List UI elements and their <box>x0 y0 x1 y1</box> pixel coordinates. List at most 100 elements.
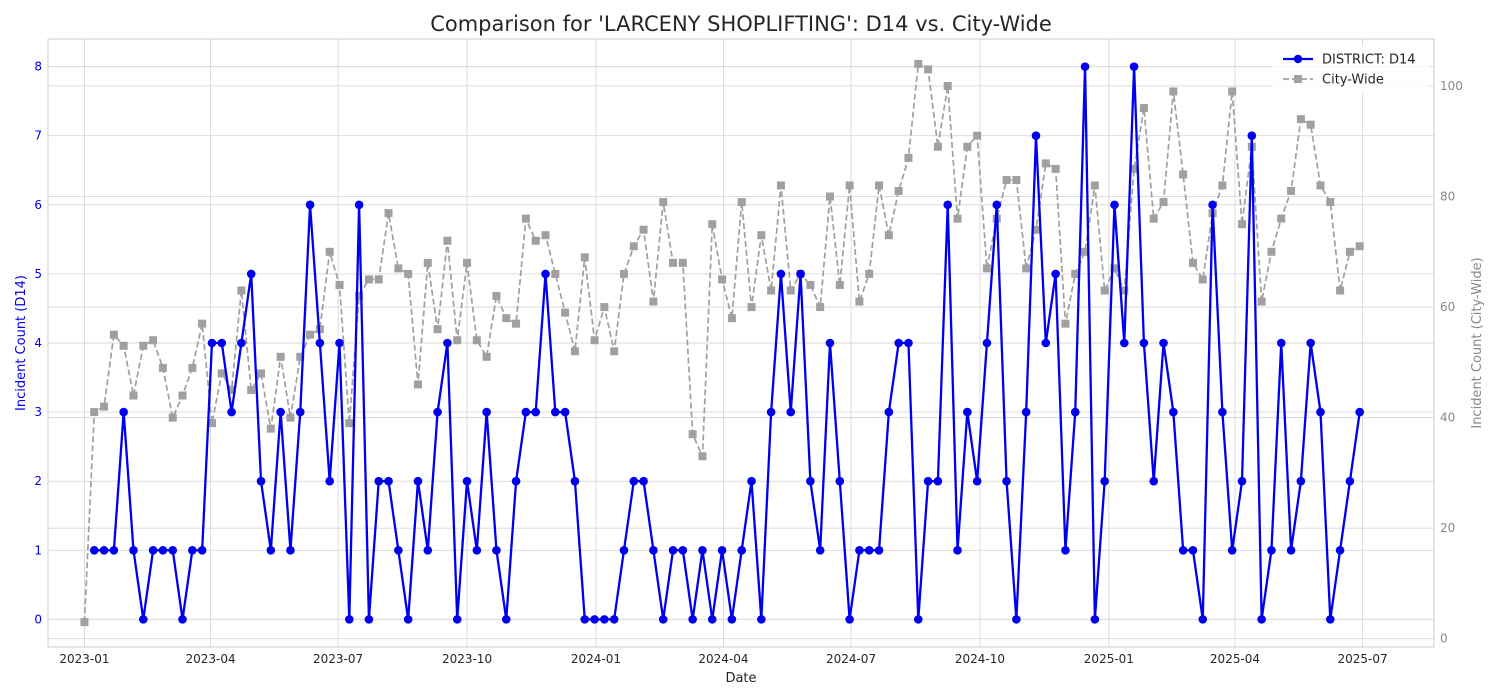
data-point <box>521 214 530 223</box>
data-point <box>492 292 501 301</box>
data-point <box>247 385 256 394</box>
data-point <box>678 258 687 267</box>
plot-frame <box>47 38 1435 648</box>
y-right-tick-label: 100 <box>1440 79 1463 93</box>
data-point <box>1110 264 1119 273</box>
data-point <box>217 338 227 348</box>
data-point <box>404 269 413 278</box>
data-point <box>904 338 913 348</box>
data-point <box>276 407 285 417</box>
data-point <box>384 476 393 486</box>
y-right-tick-label: 60 <box>1440 300 1455 314</box>
data-point <box>590 615 599 624</box>
x-tick-label: 2024-07 <box>826 652 876 666</box>
data-point <box>541 269 550 279</box>
data-point <box>227 407 236 417</box>
data-point <box>815 545 825 555</box>
data-point <box>306 330 315 339</box>
data-point <box>1110 200 1119 210</box>
data-point <box>139 341 148 350</box>
data-point <box>570 476 580 486</box>
data-point <box>914 59 923 68</box>
legend-entry-d14: DISTRICT: D14 <box>1283 53 1416 68</box>
data-point <box>149 336 158 345</box>
data-point <box>100 402 109 411</box>
data-point <box>286 413 295 422</box>
data-point <box>678 545 688 555</box>
data-point <box>845 181 854 190</box>
data-point <box>658 615 668 624</box>
data-point <box>443 236 452 245</box>
y-left-tick-label: 6 <box>34 198 42 212</box>
data-point <box>521 407 531 417</box>
data-point <box>1081 247 1090 256</box>
data-point <box>923 476 933 486</box>
y-left-tick-label: 0 <box>34 612 42 626</box>
data-point <box>168 413 177 422</box>
y-right-tick-label: 40 <box>1440 411 1455 425</box>
data-point <box>433 325 442 334</box>
x-tick-label: 2025-01 <box>1084 652 1134 666</box>
data-point <box>590 336 599 345</box>
data-point <box>1178 545 1188 555</box>
data-point <box>1345 247 1354 256</box>
data-point <box>1031 225 1040 234</box>
data-point <box>776 269 786 279</box>
data-point <box>953 545 962 555</box>
data-point <box>963 407 972 417</box>
data-point <box>1100 476 1109 486</box>
x-axis-label: Date <box>725 671 756 686</box>
data-point <box>708 220 717 229</box>
data-point <box>256 476 266 486</box>
data-point <box>1296 476 1306 486</box>
data-point <box>1159 198 1168 207</box>
data-point <box>1119 338 1129 348</box>
data-point <box>1237 476 1247 486</box>
data-point <box>541 231 550 240</box>
data-point <box>433 407 442 417</box>
data-point <box>688 615 697 624</box>
data-point <box>747 303 756 312</box>
data-point <box>463 258 472 267</box>
data-point <box>374 476 384 486</box>
y-right-tick-label: 20 <box>1440 521 1455 535</box>
data-point <box>570 347 579 356</box>
data-point <box>884 407 894 417</box>
x-tick-label: 2025-07 <box>1337 652 1387 666</box>
data-point <box>531 236 540 245</box>
data-point <box>904 153 913 162</box>
data-point <box>148 545 158 555</box>
data-point <box>1247 131 1257 141</box>
data-point <box>600 615 609 624</box>
data-point <box>354 200 364 210</box>
y-right-tick-label: 0 <box>1440 632 1448 646</box>
data-point <box>580 253 589 262</box>
data-point <box>737 545 747 555</box>
data-point <box>502 314 511 323</box>
data-point <box>1051 269 1060 279</box>
series-line <box>94 65 1361 621</box>
y-left-tick-label: 1 <box>34 543 42 557</box>
data-point <box>825 338 835 348</box>
data-point <box>757 231 766 240</box>
data-point <box>1159 338 1168 348</box>
y-left-axis-label: Incident Count (D14) <box>14 275 29 411</box>
data-point <box>1218 407 1227 417</box>
data-point <box>668 545 678 555</box>
data-point <box>178 615 187 624</box>
chart-title: Comparison for 'LARCENY SHOPLIFTING': D1… <box>430 12 1052 36</box>
y-right-axis-label: Incident Count (City-Wide) <box>1470 257 1485 428</box>
data-point <box>394 545 403 555</box>
data-point <box>825 192 834 201</box>
data-point <box>217 369 226 378</box>
data-point <box>482 407 491 417</box>
data-point <box>1218 181 1227 190</box>
data-point <box>325 476 334 486</box>
data-point <box>1188 258 1197 267</box>
data-point <box>501 615 511 624</box>
data-point <box>1325 615 1335 624</box>
x-tick-label: 2025-04 <box>1210 652 1260 666</box>
data-point <box>619 545 629 555</box>
data-point <box>1267 247 1276 256</box>
data-point <box>1326 198 1335 207</box>
